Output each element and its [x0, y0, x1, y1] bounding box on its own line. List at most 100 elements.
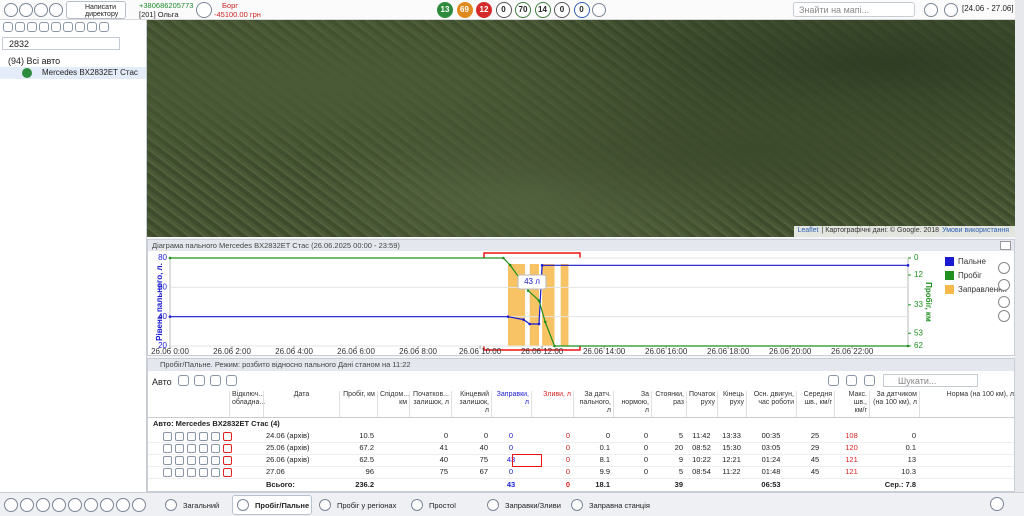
row-action[interactable]: [199, 456, 208, 465]
column-header[interactable]: Початков... залишок, л: [409, 391, 451, 417]
table-tool[interactable]: [828, 375, 839, 386]
status-badge[interactable]: 70: [515, 2, 531, 18]
table-tool[interactable]: [864, 375, 875, 386]
status-badge[interactable]: 0: [573, 2, 590, 18]
row-action[interactable]: [175, 444, 184, 453]
column-header[interactable]: Макс. шв., км/г: [834, 391, 869, 417]
row-action[interactable]: [163, 456, 172, 465]
bottom-icon[interactable]: [100, 498, 114, 512]
row-action[interactable]: [187, 444, 196, 453]
column-header[interactable]: Початок руху: [686, 391, 717, 417]
table-search[interactable]: Шукати...: [883, 374, 978, 387]
row-action[interactable]: [163, 444, 172, 453]
chart-tool[interactable]: [998, 310, 1010, 322]
row-action[interactable]: [175, 468, 184, 477]
row-action[interactable]: [211, 444, 220, 453]
table-tool[interactable]: [210, 375, 221, 386]
column-header[interactable]: За нормою, л: [613, 391, 651, 417]
tab[interactable]: Заправна станція: [566, 495, 650, 515]
sidebar-tool[interactable]: [99, 22, 109, 32]
column-header[interactable]: Зливи, л: [531, 391, 573, 417]
toolbar-icon[interactable]: [19, 3, 33, 17]
bottom-icon[interactable]: [68, 498, 82, 512]
toolbar-icon[interactable]: [924, 3, 938, 17]
sidebar-tool[interactable]: [39, 22, 49, 32]
status-badge[interactable]: 0: [554, 2, 570, 18]
tab[interactable]: Заправки/Зливи: [482, 495, 564, 515]
row-action[interactable]: [187, 432, 196, 441]
row-action[interactable]: [199, 444, 208, 453]
sidebar-tool[interactable]: [15, 22, 25, 32]
column-header[interactable]: Спідом... км: [377, 391, 409, 417]
bottom-icon[interactable]: [116, 498, 130, 512]
row-action[interactable]: [223, 444, 232, 453]
date-range[interactable]: [24.06 - 27.06]: [962, 4, 1014, 13]
chart-tool[interactable]: [998, 279, 1010, 291]
column-header[interactable]: За датчиком (на 100 км), л: [869, 391, 919, 417]
row-action[interactable]: [199, 432, 208, 441]
tree-group[interactable]: (94) Всі авто: [8, 56, 61, 66]
tab[interactable]: Пробіг/Пальне: [232, 495, 312, 515]
row-action[interactable]: [211, 468, 220, 477]
bottom-icon[interactable]: [20, 498, 34, 512]
column-header[interactable]: Стоянки, раз: [651, 391, 686, 417]
row-action[interactable]: [187, 468, 196, 477]
status-badge[interactable]: 69: [456, 2, 473, 18]
table-tool[interactable]: [178, 375, 189, 386]
sidebar-tool[interactable]: [51, 22, 61, 32]
tree-vehicle-row[interactable]: [0, 67, 146, 79]
sidebar-tool[interactable]: [27, 22, 37, 32]
row-action[interactable]: [211, 456, 220, 465]
debt-icon[interactable]: [196, 2, 212, 18]
sidebar-tool[interactable]: [63, 22, 73, 32]
tab[interactable]: Загальний: [160, 495, 230, 515]
column-header[interactable]: Дата: [263, 391, 339, 417]
toolbar-icon[interactable]: [49, 3, 63, 17]
tab[interactable]: Пробіг у регіонах: [314, 495, 404, 515]
bottom-icon[interactable]: [84, 498, 98, 512]
column-header[interactable]: Кінцевий залишок, л: [451, 391, 491, 417]
status-badge[interactable]: 12: [476, 2, 492, 18]
column-header[interactable]: Кінець руху: [717, 391, 746, 417]
tab[interactable]: Простої: [406, 495, 476, 515]
table-tool[interactable]: [194, 375, 205, 386]
table-tool[interactable]: [846, 375, 857, 386]
bottom-icon[interactable]: [4, 498, 18, 512]
row-action[interactable]: [175, 432, 184, 441]
row-action[interactable]: [199, 468, 208, 477]
column-header[interactable]: Норма (на 100 км), л: [919, 391, 1016, 417]
table-tool[interactable]: [226, 375, 237, 386]
sidebar-tool[interactable]: [3, 22, 13, 32]
row-action[interactable]: [223, 456, 232, 465]
row-action[interactable]: [211, 432, 220, 441]
sidebar-tool[interactable]: [75, 22, 85, 32]
column-header[interactable]: Відключ... обладна...: [229, 391, 265, 417]
status-badge[interactable]: 0: [495, 2, 512, 18]
status-badge[interactable]: 14: [534, 2, 551, 18]
status-badge[interactable]: 13: [437, 2, 453, 18]
tree-vehicle[interactable]: Mercedes BX2832ET Стас: [42, 68, 138, 77]
attribution-leaflet[interactable]: Leaflet: [797, 227, 819, 234]
close-button[interactable]: [1000, 241, 1011, 250]
row-action[interactable]: [163, 432, 172, 441]
row-action[interactable]: [223, 432, 232, 441]
column-header[interactable]: Пробіг, км: [339, 391, 377, 417]
user-button[interactable]: Написати директору: [66, 1, 126, 19]
sidebar-tool[interactable]: [87, 22, 97, 32]
settings-icon[interactable]: [592, 3, 606, 17]
column-header[interactable]: Середня шв., км/г: [796, 391, 834, 417]
bottom-icon[interactable]: [132, 498, 146, 512]
bottom-icon[interactable]: [36, 498, 50, 512]
column-header[interactable]: Заправки, л: [491, 391, 531, 417]
column-header[interactable]: За датч. пального, л: [573, 391, 613, 417]
row-action[interactable]: [175, 456, 184, 465]
settings-icon[interactable]: [990, 497, 1004, 511]
chart-tool[interactable]: [998, 262, 1010, 274]
toolbar-icon[interactable]: [944, 3, 958, 17]
sidebar-search[interactable]: 2832: [2, 37, 120, 50]
column-header[interactable]: Осн. двигун, час роботи: [746, 391, 796, 417]
toolbar-icon[interactable]: [34, 3, 48, 17]
chart-tool[interactable]: [998, 296, 1010, 308]
row-action[interactable]: [223, 468, 232, 477]
group-by[interactable]: Авто: [152, 377, 172, 387]
